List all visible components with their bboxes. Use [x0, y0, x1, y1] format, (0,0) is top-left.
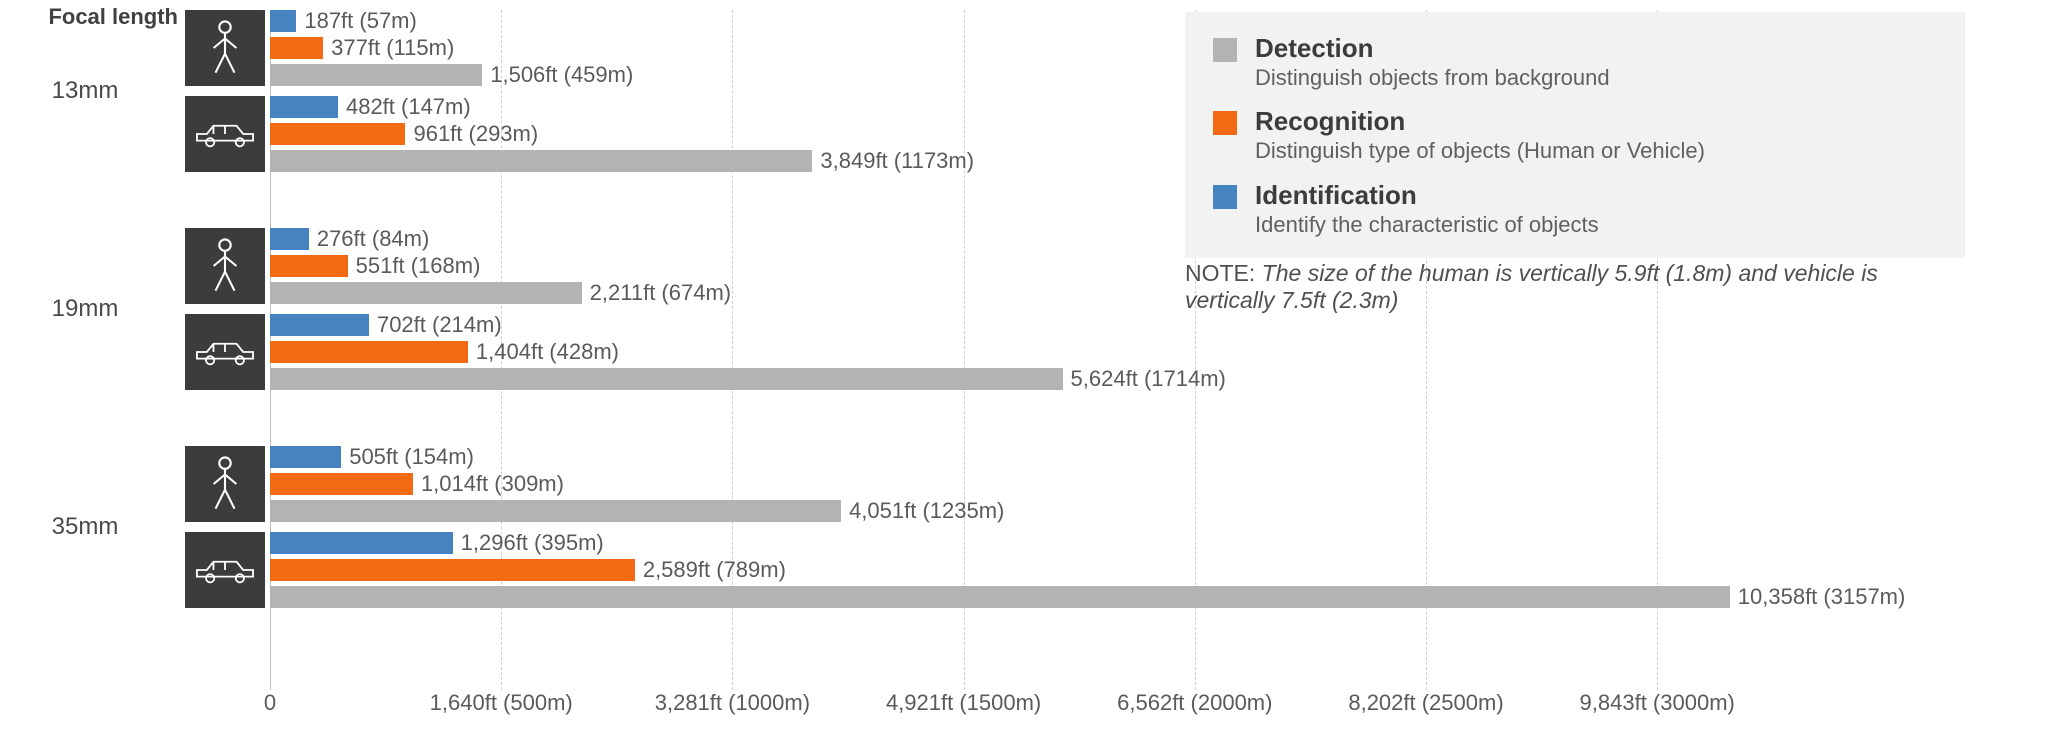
bar-detection: 3,849ft (1173m) [270, 150, 812, 172]
human-icon-tile [185, 228, 265, 304]
bar-recognition-label: 2,589ft (789m) [643, 557, 786, 583]
dri-range-chart: Focal length DetectionDistinguish object… [0, 0, 2048, 740]
vehicle-icon-tile [185, 96, 265, 172]
legend-title: Identification [1255, 181, 1599, 211]
bar-recognition: 961ft (293m) [270, 123, 405, 145]
bar-identification-label: 702ft (214m) [377, 312, 502, 338]
legend-desc: Distinguish type of objects (Human or Ve… [1255, 137, 1705, 165]
bar-identification-label: 505ft (154m) [349, 444, 474, 470]
vehicle-icon-tile [185, 532, 265, 608]
bar-identification: 1,296ft (395m) [270, 532, 453, 554]
bar-identification: 505ft (154m) [270, 446, 341, 468]
focal-length-label: 13mm [0, 77, 170, 105]
x-axis-label: 0 [264, 690, 276, 716]
x-axis-label: 4,921ft (1500m) [886, 690, 1041, 716]
bar-recognition-label: 961ft (293m) [413, 121, 538, 147]
legend-swatch [1213, 38, 1237, 62]
note-text: The size of the human is vertically 5.9f… [1185, 260, 1878, 313]
bar-detection: 1,506ft (459m) [270, 64, 482, 86]
bar-detection-label: 3,849ft (1173m) [820, 148, 974, 174]
bar-recognition: 1,014ft (309m) [270, 473, 413, 495]
bar-recognition-label: 1,404ft (428m) [476, 339, 619, 365]
bar-detection-label: 1,506ft (459m) [490, 62, 633, 88]
human-icon [206, 455, 244, 513]
bar-detection: 2,211ft (674m) [270, 282, 582, 304]
vehicle-icon [192, 334, 258, 370]
bar-recognition: 551ft (168m) [270, 255, 348, 277]
legend-title: Recognition [1255, 107, 1705, 137]
x-axis-label: 8,202ft (2500m) [1348, 690, 1503, 716]
vehicle-icon-tile [185, 314, 265, 390]
bar-identification-label: 187ft (57m) [304, 8, 417, 34]
bar-recognition-label: 551ft (168m) [356, 253, 481, 279]
bar-identification-label: 1,296ft (395m) [461, 530, 604, 556]
focal-length-label: 35mm [0, 513, 170, 541]
bar-recognition-label: 377ft (115m) [331, 35, 454, 61]
bar-identification-label: 276ft (84m) [317, 226, 430, 252]
bar-identification: 276ft (84m) [270, 228, 309, 250]
bar-detection-label: 4,051ft (1235m) [849, 498, 1004, 524]
note-label: NOTE: [1185, 260, 1262, 286]
human-icon-tile [185, 10, 265, 86]
bar-detection-label: 5,624ft (1714m) [1071, 366, 1226, 392]
bar-detection: 10,358ft (3157m) [270, 586, 1730, 608]
legend-item-detection: DetectionDistinguish objects from backgr… [1213, 34, 1937, 91]
bar-recognition: 377ft (115m) [270, 37, 323, 59]
legend-item-identification: IdentificationIdentify the characteristi… [1213, 181, 1937, 238]
legend-item-recognition: RecognitionDistinguish type of objects (… [1213, 107, 1937, 164]
human-icon [206, 19, 244, 77]
legend-desc: Identify the characteristic of objects [1255, 211, 1599, 239]
bar-detection: 4,051ft (1235m) [270, 500, 841, 522]
bar-recognition-label: 1,014ft (309m) [421, 471, 564, 497]
human-icon-tile [185, 446, 265, 522]
legend-swatch [1213, 185, 1237, 209]
human-icon [206, 237, 244, 295]
legend-title: Detection [1255, 34, 1610, 64]
bar-detection-label: 2,211ft (674m) [590, 280, 731, 306]
bar-recognition: 1,404ft (428m) [270, 341, 468, 363]
x-axis-label: 6,562ft (2000m) [1117, 690, 1272, 716]
legend-box: DetectionDistinguish objects from backgr… [1185, 12, 1965, 258]
bar-identification: 187ft (57m) [270, 10, 296, 32]
chart-title: Focal length [0, 4, 178, 30]
legend-desc: Distinguish objects from background [1255, 64, 1610, 92]
bar-detection: 5,624ft (1714m) [270, 368, 1063, 390]
note: NOTE: The size of the human is verticall… [1185, 260, 1965, 314]
bar-identification-label: 482ft (147m) [346, 94, 471, 120]
x-axis-label: 3,281ft (1000m) [655, 690, 810, 716]
vehicle-icon [192, 116, 258, 152]
x-axis-label: 9,843ft (3000m) [1580, 690, 1735, 716]
x-axis-label: 1,640ft (500m) [430, 690, 573, 716]
vehicle-icon [192, 552, 258, 588]
bar-identification: 702ft (214m) [270, 314, 369, 336]
bar-identification: 482ft (147m) [270, 96, 338, 118]
focal-length-label: 19mm [0, 295, 170, 323]
legend-swatch [1213, 111, 1237, 135]
bar-recognition: 2,589ft (789m) [270, 559, 635, 581]
bar-detection-label: 10,358ft (3157m) [1738, 584, 1906, 610]
